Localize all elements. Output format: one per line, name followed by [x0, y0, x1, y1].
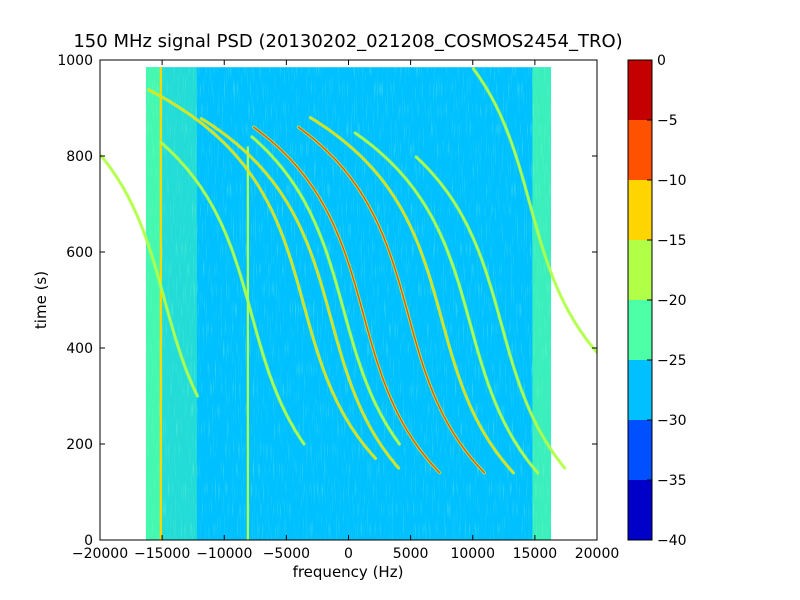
x-axis: −20000 −15000 −10000 −5000 0 5000 10000 15000 20… — [72, 60, 619, 562]
x-tick-label: −15000 — [134, 546, 190, 562]
doppler-track — [252, 126, 441, 474]
x-tick-label: −20000 — [72, 546, 128, 562]
doppler-track — [200, 117, 400, 469]
colorbar: −40 −35 −30 −25 −20 −15 −10 −5 0 — [627, 53, 687, 549]
y-tick-label: 600 — [66, 245, 93, 261]
doppler-track — [297, 126, 486, 474]
colorbar-segment — [628, 180, 652, 240]
x-tick-label: 10000 — [450, 546, 495, 562]
colorbar-tick-label: −15 — [657, 233, 687, 249]
x-tick-label: 0 — [344, 546, 353, 562]
colorbar-segment — [628, 420, 652, 480]
doppler-track — [354, 132, 539, 474]
colorbar-tick-label: −25 — [657, 353, 687, 369]
y-tick-label: 400 — [66, 341, 93, 357]
y-tick-label: 800 — [66, 149, 93, 165]
doppler-track — [251, 136, 401, 445]
chart-title: 150 MHz signal PSD (20130202_021208_COSM… — [73, 31, 622, 52]
x-tick-label: −10000 — [196, 546, 252, 562]
x-axis-label: frequency (Hz) — [293, 563, 404, 581]
y-tick-label: 1000 — [57, 53, 93, 69]
colorbar-segment — [628, 360, 652, 420]
colorbar-tick-label: −40 — [657, 533, 687, 549]
colorbar-segment — [628, 240, 652, 300]
x-tick-label: 20000 — [575, 546, 620, 562]
colorbar-tick-label: 0 — [657, 53, 666, 69]
colorbar-tick-label: −10 — [657, 173, 687, 189]
x-tick-label: 5000 — [393, 546, 429, 562]
y-tick-label: 0 — [84, 533, 93, 549]
colorbar-segment — [628, 60, 652, 120]
y-axis: 0 200 400 600 800 1000 — [57, 53, 597, 549]
doppler-track — [147, 89, 377, 460]
colorbar-tick-label: −30 — [657, 413, 687, 429]
x-tick-label: −5000 — [263, 546, 310, 562]
y-axis-label: time (s) — [32, 271, 50, 329]
colorbar-tick-label: −20 — [657, 293, 687, 309]
colorbar-segment — [628, 300, 652, 360]
doppler-track — [415, 156, 566, 469]
colorbar-segment — [628, 480, 652, 540]
doppler-track — [160, 141, 305, 445]
x-tick-label: 15000 — [513, 546, 558, 562]
colorbar-segment — [628, 120, 652, 180]
colorbar-tick-label: −35 — [657, 473, 687, 489]
doppler-track — [309, 116, 515, 474]
psd-heatmap — [100, 67, 597, 540]
y-tick-label: 200 — [66, 437, 93, 453]
heatmap-speckle — [145, 67, 552, 540]
colorbar-tick-label: −5 — [657, 113, 678, 129]
doppler-track — [472, 67, 597, 354]
doppler-track — [100, 155, 199, 397]
